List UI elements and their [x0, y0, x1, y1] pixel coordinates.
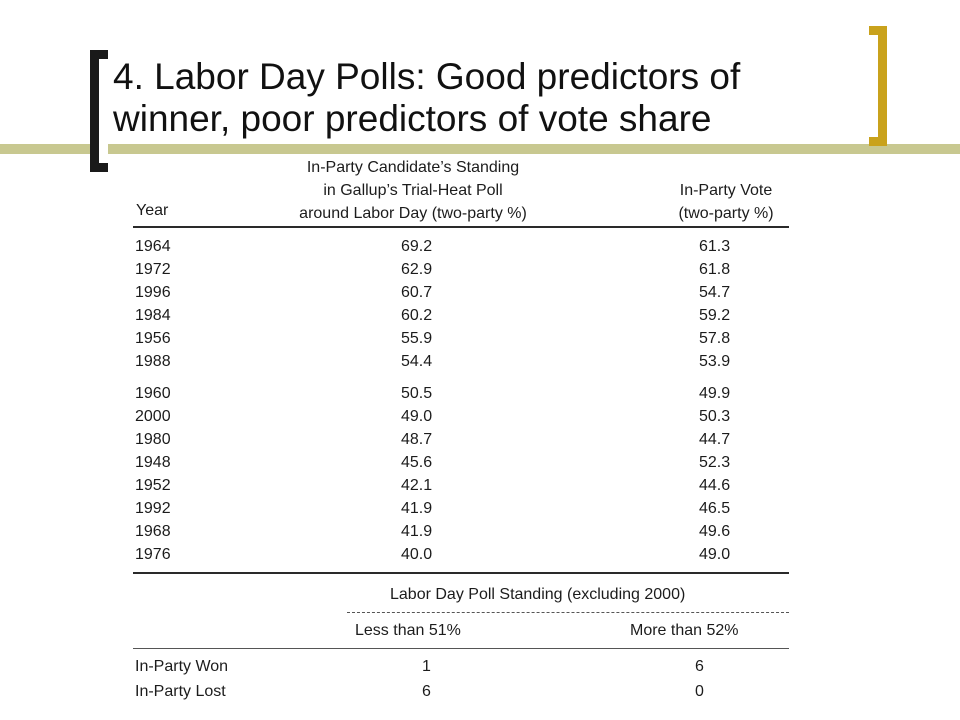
cell-year: 2000: [135, 408, 171, 425]
cell-year: 1964: [135, 238, 171, 255]
cell-in-party-vote: 49.6: [699, 523, 731, 540]
table-row: 1988 54.4 53.9: [133, 350, 789, 373]
cell-poll-standing: 55.9: [401, 330, 433, 347]
cell-in-party-vote: 57.8: [699, 330, 731, 347]
header-year: Year: [136, 202, 169, 219]
table-row: 2000 49.0 50.3: [133, 405, 789, 428]
table-body: 1964 69.2 61.3 1972 62.9 61.8 1996 60.7 54.7 1984…: [133, 228, 789, 566]
cell-poll-standing: 62.9: [401, 261, 433, 278]
table-row: 1984 60.2 59.2: [133, 304, 789, 327]
cell-poll-standing: 41.9: [401, 523, 433, 540]
summary-row-label: In-Party Lost: [135, 683, 226, 700]
cell-year: 1996: [135, 284, 171, 301]
cell-year: 1948: [135, 454, 171, 471]
summary-cell-more-than-52: 0: [695, 683, 704, 700]
summary-header: Labor Day Poll Standing (excluding 2000): [133, 580, 789, 613]
cell-year: 1984: [135, 307, 171, 324]
table-group-below-51: 1960 50.5 49.9 2000 49.0 50.3 1980 48.7 44.7 1948…: [133, 382, 789, 566]
header-poll-standing: In-Party Candidate’s Standing in Gallup’…: [283, 156, 543, 225]
poll-table: Year In-Party Candidate’s Standing in Ga…: [133, 156, 789, 704]
table-row: 1992 41.9 46.5: [133, 497, 789, 520]
cell-in-party-vote: 61.8: [699, 261, 731, 278]
slide-title: 4. Labor Day Polls: Good predictors of w…: [113, 56, 853, 140]
header-poll-line-1: In-Party Candidate’s Standing: [306, 159, 520, 176]
cell-poll-standing: 48.7: [401, 431, 433, 448]
body-bottom-rule: [133, 572, 789, 574]
summary-cell-less-than-51: 6: [422, 683, 431, 700]
header-in-party-vote: In-Party Vote (two-party %): [663, 179, 789, 225]
table-row: 1972 62.9 61.8: [133, 258, 789, 281]
summary-cell-less-than-51: 1: [422, 658, 431, 675]
table-header: Year In-Party Candidate’s Standing in Ga…: [133, 156, 789, 226]
cell-year: 1988: [135, 353, 171, 370]
header-vote-line-2: (two-party %): [678, 205, 774, 222]
cell-poll-standing: 42.1: [401, 477, 433, 494]
slide-title-line-2: winner, poor predictors of vote share: [113, 98, 712, 139]
cell-in-party-vote: 44.7: [699, 431, 731, 448]
table-row: 1976 40.0 49.0: [133, 543, 789, 566]
cell-in-party-vote: 50.3: [699, 408, 731, 425]
cell-in-party-vote: 61.3: [699, 238, 731, 255]
table-row: 1964 69.2 61.3: [133, 235, 789, 258]
cell-poll-standing: 69.2: [401, 238, 433, 255]
cell-in-party-vote: 44.6: [699, 477, 731, 494]
cell-year: 1956: [135, 330, 171, 347]
summary-header-rule: [133, 648, 789, 649]
summary-span-rule: [347, 612, 789, 613]
header-rule: [133, 226, 789, 228]
summary-row-label: In-Party Won: [135, 658, 229, 675]
header-vote-line-1: In-Party Vote: [679, 182, 773, 199]
cell-in-party-vote: 54.7: [699, 284, 731, 301]
table-row: 1948 45.6 52.3: [133, 451, 789, 474]
cell-in-party-vote: 59.2: [699, 307, 731, 324]
table-group-above-52: 1964 69.2 61.3 1972 62.9 61.8 1996 60.7 54.7 1984…: [133, 235, 789, 373]
cell-poll-standing: 45.6: [401, 454, 433, 471]
summary-col-more-than-52: More than 52%: [630, 622, 739, 639]
cell-poll-standing: 49.0: [401, 408, 433, 425]
table-row: 1996 60.7 54.7: [133, 281, 789, 304]
summary-row: In-Party Won 1 6: [133, 654, 789, 679]
summary-col-less-than-51: Less than 51%: [355, 622, 461, 639]
summary-columns: Less than 51% More than 52%: [133, 614, 789, 648]
title-accent-bar: [0, 144, 960, 154]
cell-poll-standing: 41.9: [401, 500, 433, 517]
header-poll-line-3: around Labor Day (two-party %): [299, 205, 527, 222]
slide-title-line-1: 4. Labor Day Polls: Good predictors of: [113, 56, 741, 97]
cell-year: 1992: [135, 500, 171, 517]
left-bracket-decoration: [90, 50, 108, 172]
table-row: 1960 50.5 49.9: [133, 382, 789, 405]
right-bracket-decoration: [869, 26, 887, 146]
cell-year: 1960: [135, 385, 171, 402]
table-row: 1980 48.7 44.7: [133, 428, 789, 451]
cell-year: 1968: [135, 523, 171, 540]
summary-cell-more-than-52: 6: [695, 658, 704, 675]
cell-poll-standing: 50.5: [401, 385, 433, 402]
cell-in-party-vote: 52.3: [699, 454, 731, 471]
cell-in-party-vote: 49.0: [699, 546, 731, 563]
cell-in-party-vote: 46.5: [699, 500, 731, 517]
summary-body: In-Party Won 1 6 In-Party Lost 6 0: [133, 649, 789, 704]
header-poll-line-2: in Gallup’s Trial-Heat Poll: [323, 182, 503, 199]
table-row: 1968 41.9 49.6: [133, 520, 789, 543]
cell-year: 1980: [135, 431, 171, 448]
group-gap: [133, 373, 789, 382]
table-row: 1956 55.9 57.8: [133, 327, 789, 350]
cell-in-party-vote: 49.9: [699, 385, 731, 402]
table-row: 1952 42.1 44.6: [133, 474, 789, 497]
summary-span-header: Labor Day Poll Standing (excluding 2000): [390, 586, 686, 603]
cell-poll-standing: 40.0: [401, 546, 433, 563]
cell-poll-standing: 60.7: [401, 284, 433, 301]
cell-year: 1952: [135, 477, 171, 494]
cell-poll-standing: 60.2: [401, 307, 433, 324]
cell-year: 1972: [135, 261, 171, 278]
cell-poll-standing: 54.4: [401, 353, 433, 370]
cell-year: 1976: [135, 546, 171, 563]
summary-row: In-Party Lost 6 0: [133, 679, 789, 704]
cell-in-party-vote: 53.9: [699, 353, 731, 370]
